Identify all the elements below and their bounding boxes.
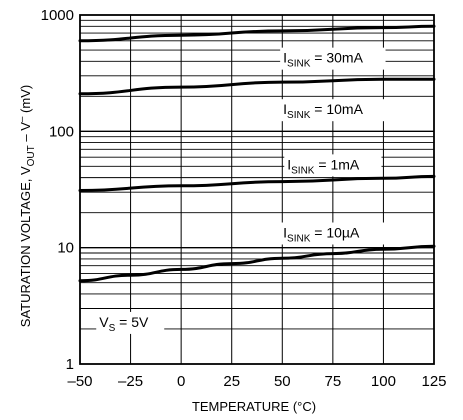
series-line-0 xyxy=(78,24,436,43)
series-label-2-rest: = 1mA xyxy=(314,156,359,172)
x-tick-label: 100 xyxy=(371,373,396,390)
series-line-3 xyxy=(78,244,436,283)
y-tick-label: 1000 xyxy=(41,7,74,24)
x-tick-label: 75 xyxy=(325,373,342,390)
series-label-1-rest: = 10mA xyxy=(310,101,363,117)
series-label-2-bg xyxy=(284,154,382,177)
y-axis-label: SATURATION VOLTAGE, VOUT – V– (mV) xyxy=(17,85,37,327)
y-axis-label-unit: (mV) xyxy=(18,85,33,117)
x-tick-labels: –50 –25 0 25 50 75 100 125 xyxy=(67,373,446,390)
series-label-1-sub: SINK xyxy=(287,110,311,121)
series-label-0-sub: SINK xyxy=(287,59,311,70)
y-axis-label-sub: OUT xyxy=(26,145,37,166)
series-label-3: ISINK = 10µA xyxy=(283,225,360,245)
y-axis-label-main: SATURATION VOLTAGE, V xyxy=(18,166,33,327)
y-tick-label: 100 xyxy=(49,123,74,140)
y-axis-label-sup: – xyxy=(17,116,28,122)
series-label-1-main: I xyxy=(283,101,287,117)
series-lines xyxy=(78,24,436,283)
series-label-1: ISINK = 10mA xyxy=(283,101,363,121)
series-line-2 xyxy=(78,174,436,192)
y-axis-label-minus: – V xyxy=(18,122,33,145)
series-label-0-main: I xyxy=(283,50,287,66)
x-tick-label: –25 xyxy=(118,373,143,390)
x-tick-label: –50 xyxy=(67,373,92,390)
series-label-1-bg xyxy=(280,99,386,122)
series-label-2-sub: SINK xyxy=(291,165,315,176)
annotation-0: VS = 5V xyxy=(99,314,149,334)
series-label-3-sub: SINK xyxy=(287,234,311,245)
y-tick-label: 1 xyxy=(66,356,74,373)
series-label-0: ISINK = 30mA xyxy=(283,50,363,70)
series-label-3-main: I xyxy=(283,225,287,241)
annotations: VS = 5V xyxy=(96,311,165,334)
x-tick-label: 50 xyxy=(274,373,291,390)
annotation-0-rest: = 5V xyxy=(115,314,149,330)
series-label-0-bg xyxy=(280,47,386,70)
series-label-2-main: I xyxy=(287,156,291,172)
x-tick-label: 25 xyxy=(223,373,240,390)
series-label-2: ISINK = 1mA xyxy=(287,156,360,176)
grid xyxy=(80,15,434,364)
y-tick-label: 10 xyxy=(57,240,74,257)
series-label-3-bg xyxy=(280,222,386,245)
annotation-0-main: V xyxy=(99,314,109,330)
x-tick-label: 0 xyxy=(177,373,185,390)
series-label-0-rest: = 30mA xyxy=(310,50,363,66)
series-label-3-rest: = 10µA xyxy=(310,225,360,241)
x-axis-label: TEMPERATURE (°C) xyxy=(192,399,316,414)
x-tick-label: 125 xyxy=(421,373,446,390)
series-line-1 xyxy=(78,77,436,96)
annotation-0-bg xyxy=(96,311,165,334)
y-tick-labels: 1 10 100 1000 xyxy=(41,7,74,373)
annotation-0-sub: S xyxy=(109,323,116,334)
